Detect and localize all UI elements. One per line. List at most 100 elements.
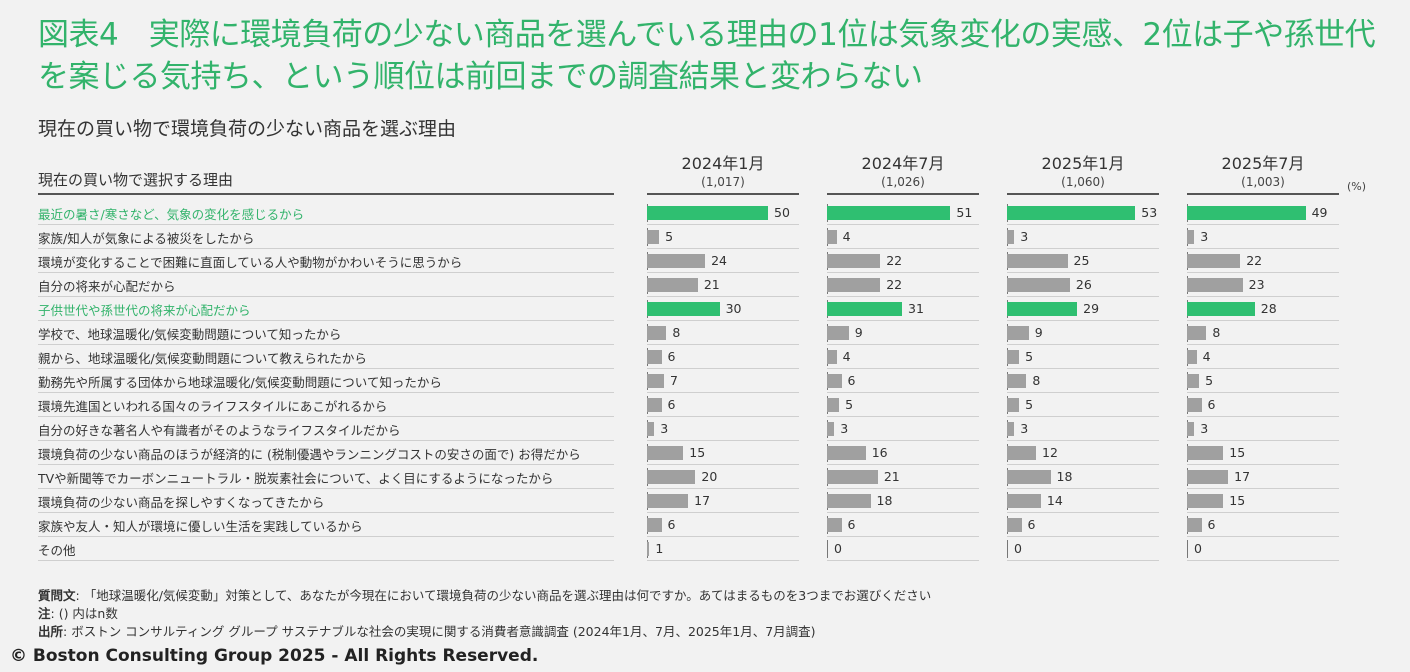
cell-divider	[647, 392, 799, 393]
chart-row: 学校で、地球温暖化/気候変動問題について知ったから 8 9 9 8	[38, 321, 1339, 345]
bar-cell: 6	[1187, 393, 1339, 417]
category-label: 家族/知人が気象による被災をしたから	[38, 231, 255, 246]
row-divider	[38, 488, 614, 489]
bar	[827, 350, 837, 364]
bar	[1007, 206, 1136, 220]
row-divider	[38, 224, 614, 225]
bar	[647, 302, 720, 316]
unit-label: (%)	[1347, 180, 1367, 193]
cell-divider	[827, 464, 979, 465]
cell-divider	[647, 416, 799, 417]
bar-cell: 26	[1007, 273, 1159, 297]
chart-row: 家族や友人・知人が環境に優しい生活を実践しているから 6 6 6 6	[38, 513, 1339, 537]
category-label: 環境先進国といわれる国々のライフスタイルにあこがれるから	[38, 399, 388, 414]
cell-divider	[1187, 248, 1339, 249]
category-label: 自分の将来が心配だから	[38, 279, 176, 294]
bar	[1187, 470, 1229, 484]
bar	[1007, 374, 1027, 388]
bar-cell: 5	[827, 393, 979, 417]
cell-divider	[1007, 536, 1159, 537]
cell-divider	[1187, 368, 1339, 369]
cell-divider	[827, 536, 979, 537]
bar-value-label: 5	[845, 397, 854, 412]
cell-divider	[827, 512, 979, 513]
cell-divider	[827, 224, 979, 225]
period-rule	[827, 193, 979, 195]
bar-value-label: 29	[1083, 301, 1100, 316]
cell-divider	[1187, 512, 1339, 513]
cell-divider	[647, 224, 799, 225]
bar	[1007, 422, 1015, 436]
cell-divider	[827, 392, 979, 393]
period-sample-size: (1,026)	[881, 175, 925, 189]
bar	[1007, 350, 1020, 364]
row-divider	[38, 320, 614, 321]
period-header: 2025年1月 (1,060)	[1007, 150, 1159, 195]
bar-cell: 3	[1187, 417, 1339, 441]
row-divider	[38, 560, 614, 561]
bar	[827, 206, 951, 220]
copyright: © Boston Consulting Group 2025 - All Rig…	[10, 646, 539, 666]
bar-value-label: 50	[774, 205, 790, 220]
cell-divider	[1187, 536, 1339, 537]
period-rule	[1007, 193, 1159, 195]
category-label: 最近の暑さ/寒さなど、気象の変化を感じるから	[38, 207, 305, 222]
bar-cell: 50	[647, 201, 799, 225]
bar-cell: 17	[1187, 465, 1339, 489]
row-divider	[38, 536, 614, 537]
row-divider	[38, 464, 614, 465]
category-label: 勤務先や所属する団体から地球温暖化/気候変動問題について知ったから	[38, 375, 442, 390]
bar-cell: 8	[1007, 369, 1159, 393]
cell-divider	[647, 368, 799, 369]
bar	[1007, 518, 1022, 532]
bar	[827, 230, 837, 244]
period-sample-size: (1,060)	[1061, 175, 1105, 189]
cell-divider	[647, 320, 799, 321]
bar-value-label: 5	[665, 229, 674, 244]
bar-cell: 49	[1187, 201, 1339, 225]
bar	[827, 278, 881, 292]
period-rule	[1187, 193, 1339, 195]
period-rule	[647, 193, 799, 195]
category-label: 環境が変化することで困難に直面している人や動物がかわいそうに思うから	[38, 255, 463, 270]
bar	[1007, 302, 1078, 316]
bar-value-label: 3	[1200, 421, 1209, 436]
bar-cell: 3	[1007, 225, 1159, 249]
question-label: 質問文	[38, 588, 76, 603]
bar-value-label: 31	[908, 301, 924, 316]
bar-value-label: 4	[1202, 349, 1211, 364]
bar-cell: 12	[1007, 441, 1159, 465]
bar-value-label: 5	[1025, 397, 1034, 412]
cell-divider	[827, 560, 979, 561]
bar-cell: 22	[827, 249, 979, 273]
bar-value-label: 17	[1234, 469, 1251, 484]
bar-cell: 15	[1187, 441, 1339, 465]
bar-cell: 6	[647, 513, 799, 537]
bar-cell: 3	[827, 417, 979, 441]
cell-divider	[1187, 560, 1339, 561]
bar-cell: 22	[1187, 249, 1339, 273]
cell-divider	[827, 488, 979, 489]
bar	[647, 230, 660, 244]
bar-value-label: 9	[1034, 325, 1043, 340]
bar-cell: 3	[1007, 417, 1159, 441]
bar-cell: 4	[827, 225, 979, 249]
bar-cell: 0	[1187, 537, 1339, 561]
bar-value-label: 3	[1200, 229, 1209, 244]
row-divider	[38, 392, 614, 393]
cell-divider	[827, 368, 979, 369]
bar	[1007, 446, 1037, 460]
bar	[1007, 398, 1020, 412]
bar-value-label: 5	[1205, 373, 1214, 388]
bar-value-label: 6	[667, 517, 676, 532]
bar-value-label: 16	[871, 445, 888, 460]
bar	[1187, 302, 1255, 316]
bar	[827, 494, 871, 508]
bar	[1007, 326, 1029, 340]
cell-divider	[1187, 320, 1339, 321]
category-label: 子供世代や孫世代の将来が心配だから	[38, 303, 251, 318]
note-label: 注	[38, 606, 51, 621]
header-rule	[38, 193, 614, 195]
bar	[647, 398, 662, 412]
bar-cell: 21	[647, 273, 799, 297]
